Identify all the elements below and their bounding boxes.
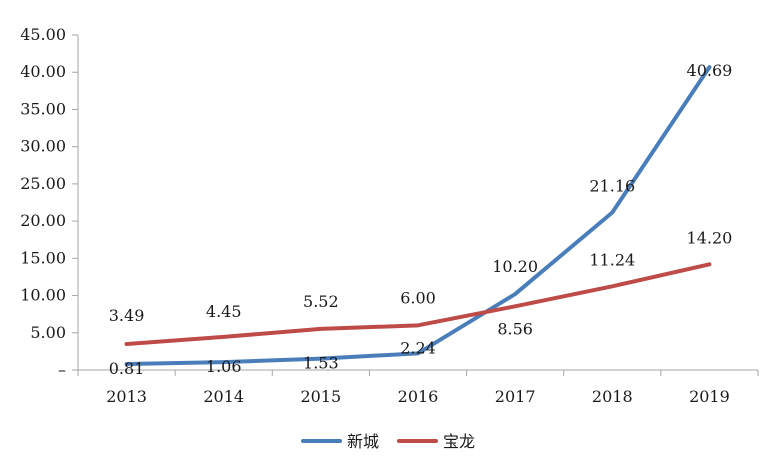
series-lines xyxy=(124,65,712,366)
x-tick-label: 2016 xyxy=(398,387,439,406)
y-tick-label: 30.00 xyxy=(20,137,66,156)
series-line-xincheng xyxy=(124,65,712,366)
x-tick-label: 2017 xyxy=(495,387,536,406)
x-tick-label: 2019 xyxy=(689,387,730,406)
x-axis-ticks: 2013 2014 2015 2016 2017 2018 2019 xyxy=(77,370,759,406)
legend-label-xincheng: 新城 xyxy=(347,432,379,451)
y-tick-label: 10.00 xyxy=(20,286,66,305)
y-tick-label: 15.00 xyxy=(20,248,66,267)
data-labels: 0.81 1.06 1.53 2.24 10.20 21.16 40.69 3.49 4.45 5… xyxy=(109,61,733,378)
data-label-baolong: 6.00 xyxy=(400,288,436,307)
data-label-xincheng: 0.81 xyxy=(109,359,145,378)
data-label-baolong: 11.24 xyxy=(589,250,635,269)
y-tick-label: 35.00 xyxy=(20,99,66,118)
data-label-xincheng: 10.20 xyxy=(492,257,538,276)
data-label-xincheng: 40.69 xyxy=(687,61,733,80)
data-label-baolong: 14.20 xyxy=(687,228,733,247)
y-tick-label: 20.00 xyxy=(20,211,66,230)
data-label-baolong: 5.52 xyxy=(303,292,339,311)
y-tick-label: 45.00 xyxy=(20,25,66,44)
y-tick-label: 40.00 xyxy=(20,62,66,81)
x-tick-label: 2013 xyxy=(106,387,147,406)
x-tick-label: 2018 xyxy=(592,387,633,406)
legend: 新城 宝龙 xyxy=(301,432,475,451)
legend-label-baolong: 宝龙 xyxy=(443,432,475,451)
data-label-baolong: 4.45 xyxy=(206,302,242,321)
data-label-xincheng: 21.16 xyxy=(589,176,635,195)
data-label-xincheng: 1.06 xyxy=(206,357,242,376)
series-line-baolong xyxy=(124,262,712,347)
data-label-xincheng: 1.53 xyxy=(303,354,339,373)
data-label-baolong: 3.49 xyxy=(109,306,145,325)
y-tick-label: 5.00 xyxy=(30,323,66,342)
data-label-baolong: 8.56 xyxy=(497,319,533,338)
x-tick-label: 2015 xyxy=(300,387,341,406)
y-tick-label: 25.00 xyxy=(20,174,66,193)
y-axis-ticks: – 5.00 10.00 15.00 20.00 25.00 30.00 35.00 40.00… xyxy=(20,25,78,379)
data-label-xincheng: 2.24 xyxy=(400,338,436,357)
x-tick-label: 2014 xyxy=(203,387,244,406)
y-tick-label: – xyxy=(58,360,66,379)
